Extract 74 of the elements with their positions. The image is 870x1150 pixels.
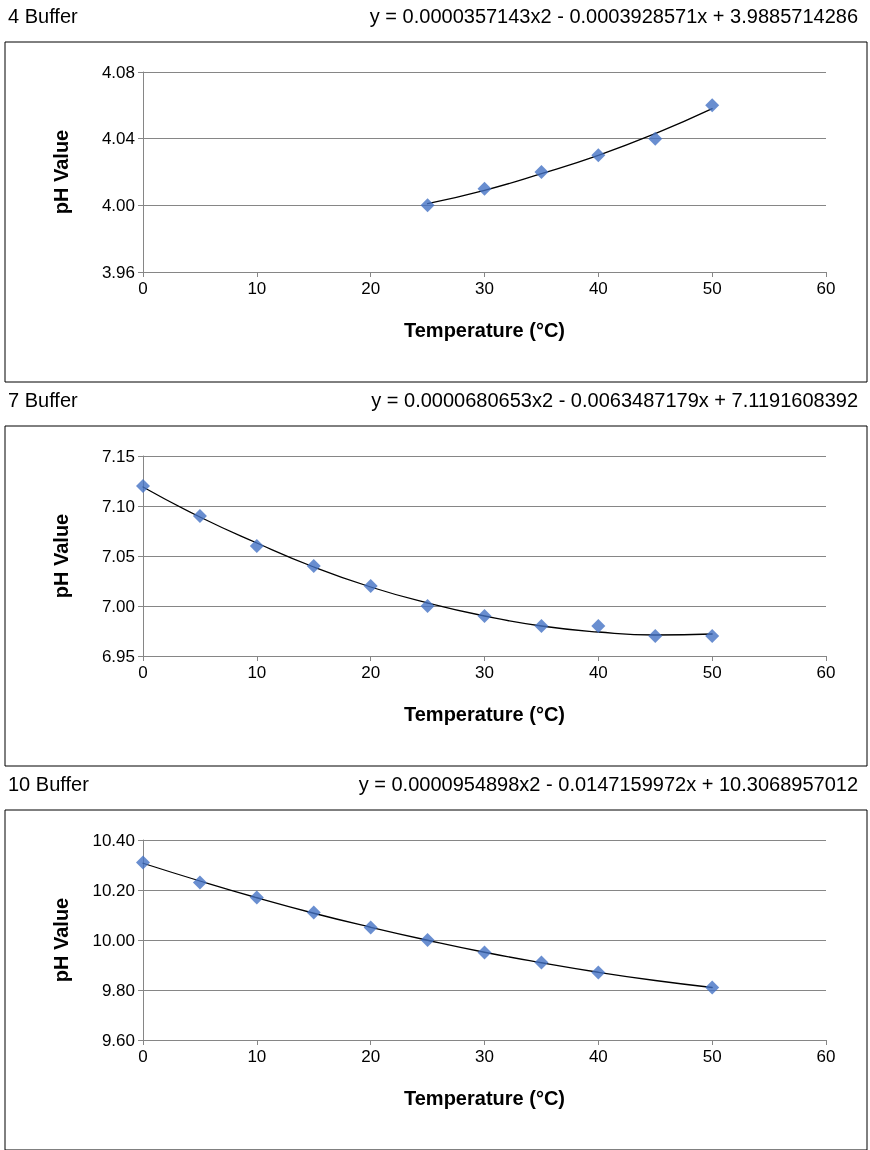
x-tick-label: 0 [138, 663, 148, 682]
y-tick-label: 4.04 [101, 129, 135, 149]
point [192, 509, 207, 523]
x-axis-title: Temperature (°C) [404, 1087, 565, 1109]
x-tick-label: 20 [361, 663, 381, 682]
point [192, 875, 207, 890]
y-tick-label: 10.00 [92, 930, 135, 950]
point [705, 98, 720, 113]
x-tick-label: 50 [702, 279, 722, 298]
y-axis-title: pH Value [50, 897, 72, 983]
point [249, 890, 264, 905]
chart-title: 4 Buffer [8, 5, 79, 27]
point [648, 629, 663, 643]
point [136, 479, 150, 493]
text: y = 0.0000357143x2 - 0.0003928571x + 3.9885714286 [369, 5, 859, 27]
y-tick-label: 10.20 [92, 880, 135, 900]
y-tick-label: 7.05 [101, 546, 135, 566]
point [591, 148, 606, 163]
point [705, 980, 720, 995]
text: y = 0.0000954898x2 - 0.0147159972x + 10.3068957012 [358, 773, 859, 795]
x-tick-label: 10 [247, 663, 267, 682]
x-tick-label: 20 [361, 1047, 381, 1066]
y-tick-label: 9.80 [101, 980, 135, 1000]
x-tick-label: 60 [816, 1047, 836, 1066]
x-tick-label: 40 [588, 279, 608, 298]
x-tick-label: 10 [247, 279, 267, 298]
y-tick-label: 4.08 [101, 62, 135, 82]
y-axis-title: pH Value [50, 129, 72, 215]
x-tick-label: 30 [475, 279, 494, 298]
point [534, 619, 549, 633]
y-tick-label: 6.95 [101, 646, 135, 666]
x-axis-title: Temperature (°C) [404, 703, 565, 725]
x-tick-label: 20 [361, 279, 381, 298]
y-tick-label: 4.00 [101, 195, 135, 215]
y-tick-label: 9.60 [101, 1030, 135, 1050]
x-tick-label: 30 [475, 1047, 494, 1066]
y-tick-label: 7.00 [101, 596, 135, 616]
point [591, 619, 606, 633]
point [306, 559, 321, 573]
x-tick-label: 40 [588, 663, 608, 682]
x-tick-label: 50 [702, 1047, 722, 1066]
y-tick-label: 7.10 [101, 496, 135, 516]
point [534, 165, 549, 179]
point [420, 198, 435, 213]
y-tick-label: 3.96 [101, 262, 135, 282]
point [477, 181, 492, 196]
x-tick-label: 30 [475, 663, 494, 682]
point [420, 599, 435, 613]
point [477, 945, 492, 960]
point [591, 965, 606, 980]
x-axis-title: Temperature (°C) [404, 319, 565, 341]
point [363, 920, 378, 935]
y-tick-label: 7.15 [101, 446, 135, 466]
chart-title: 10 Buffer [8, 773, 90, 795]
point [420, 933, 435, 947]
point [477, 609, 492, 623]
x-tick-label: 40 [588, 1047, 608, 1066]
y-tick-label: 10.40 [92, 830, 135, 850]
y-axis-title: pH Value [50, 513, 72, 599]
text: y = 0.0000680653x2 - 0.0063487179x + 7.1191608392 [371, 389, 859, 411]
point [705, 629, 720, 643]
x-tick-label: 60 [816, 663, 836, 682]
x-tick-label: 0 [138, 279, 148, 298]
point [136, 855, 150, 870]
point [249, 539, 264, 553]
x-tick-label: 10 [247, 1047, 267, 1066]
x-tick-label: 0 [138, 1047, 148, 1066]
point [306, 905, 321, 920]
x-tick-label: 60 [816, 279, 836, 298]
point [363, 579, 378, 593]
x-tick-label: 50 [702, 663, 722, 682]
point [534, 955, 549, 970]
point [648, 131, 663, 146]
chart-title: 7 Buffer [8, 389, 79, 411]
